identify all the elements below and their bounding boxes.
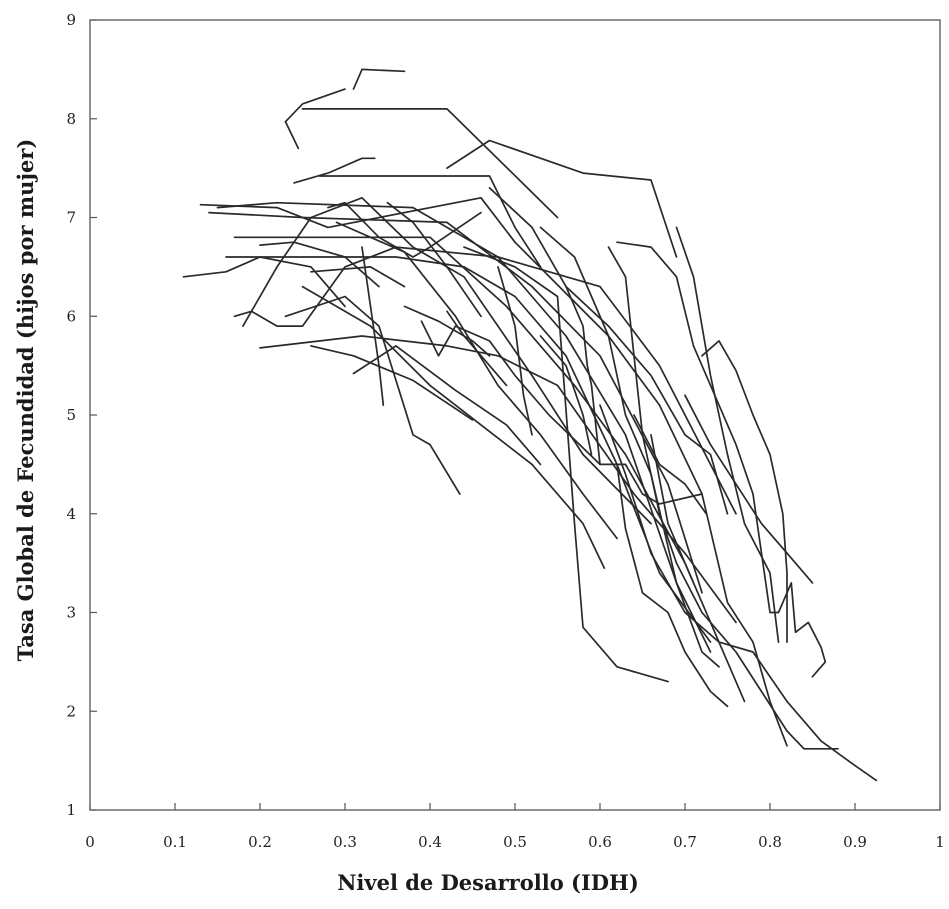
y-tick-label: 4 [66, 505, 76, 523]
y-tick-label: 7 [66, 209, 76, 227]
series-line-9 [199, 196, 703, 495]
x-tick-label: 0.6 [588, 833, 612, 851]
y-tick-label: 9 [66, 11, 76, 29]
x-tick-label: 0.5 [503, 833, 527, 851]
series-line-36 [650, 433, 695, 584]
y-axis-ticks: 1 2 3 4 5 6 7 8 9 [66, 11, 97, 819]
series-line-6 [318, 175, 542, 268]
series-line-14 [233, 246, 712, 653]
series-line-41 [259, 241, 380, 288]
series-line-4 [284, 120, 300, 150]
x-tick-label: 0.3 [333, 833, 357, 851]
series-line-21 [335, 221, 618, 540]
x-tick-label: 0.4 [418, 833, 442, 851]
x-tick-label: 0.9 [843, 833, 867, 851]
y-tick-label: 2 [66, 702, 76, 720]
series-line-42 [310, 266, 406, 288]
series-line-38 [446, 310, 508, 387]
series-line-18 [310, 345, 474, 421]
series-line-19 [352, 345, 542, 466]
series-line-29 [616, 241, 827, 678]
x-axis-ticks: 0 0.1 0.2 0.3 0.4 0.5 0.6 0.7 0.8 0.9 1 [85, 803, 945, 851]
series-line-10 [208, 211, 703, 594]
series-line-3 [284, 88, 346, 123]
series-line-28 [565, 285, 729, 515]
x-tick-label: 0.7 [673, 833, 697, 851]
series-line-30 [607, 246, 839, 750]
y-tick-label: 8 [66, 110, 76, 128]
series-line-44 [539, 335, 593, 456]
series-line-2 [301, 108, 559, 219]
x-tick-label: 0 [85, 833, 95, 851]
series-line-5 [293, 157, 376, 184]
series-line-26 [488, 187, 788, 747]
series-line-39 [403, 305, 491, 357]
series-line-40 [327, 201, 482, 258]
series-line-1 [352, 68, 406, 90]
x-tick-label: 0.2 [248, 833, 272, 851]
x-tick-label: 0.8 [758, 833, 782, 851]
series-line-7 [446, 139, 678, 258]
series-line-15 [242, 196, 652, 525]
series-line-25 [463, 246, 669, 683]
series-lines [182, 68, 878, 782]
y-tick-label: 5 [66, 406, 76, 424]
x-tick-label: 1 [935, 833, 945, 851]
series-line-11 [233, 236, 746, 703]
series-line-24 [497, 266, 533, 436]
y-tick-label: 1 [66, 801, 76, 819]
series-line-43 [386, 201, 482, 318]
series-line-20 [361, 246, 385, 406]
plot-area [89, 19, 941, 811]
series-line-27 [539, 226, 720, 668]
y-axis-title: Tasa Global de Fecundidad (hijos por muj… [13, 139, 38, 662]
series-line-31 [675, 226, 780, 643]
y-tick-label: 6 [66, 307, 76, 325]
x-axis-title: Nivel de Desarrollo (IDH) [337, 870, 639, 895]
series-line-37 [616, 463, 729, 708]
series-line-32 [701, 340, 788, 643]
series-line-12 [225, 256, 712, 643]
series-line-22 [301, 285, 606, 569]
y-tick-label: 3 [66, 604, 76, 622]
series-line-23 [420, 320, 601, 466]
series-line-35 [633, 414, 708, 515]
series-line-13 [182, 256, 346, 308]
series-line-34 [599, 404, 878, 782]
series-line-33 [684, 394, 814, 584]
x-tick-label: 0.1 [163, 833, 187, 851]
series-line-17 [284, 295, 461, 495]
